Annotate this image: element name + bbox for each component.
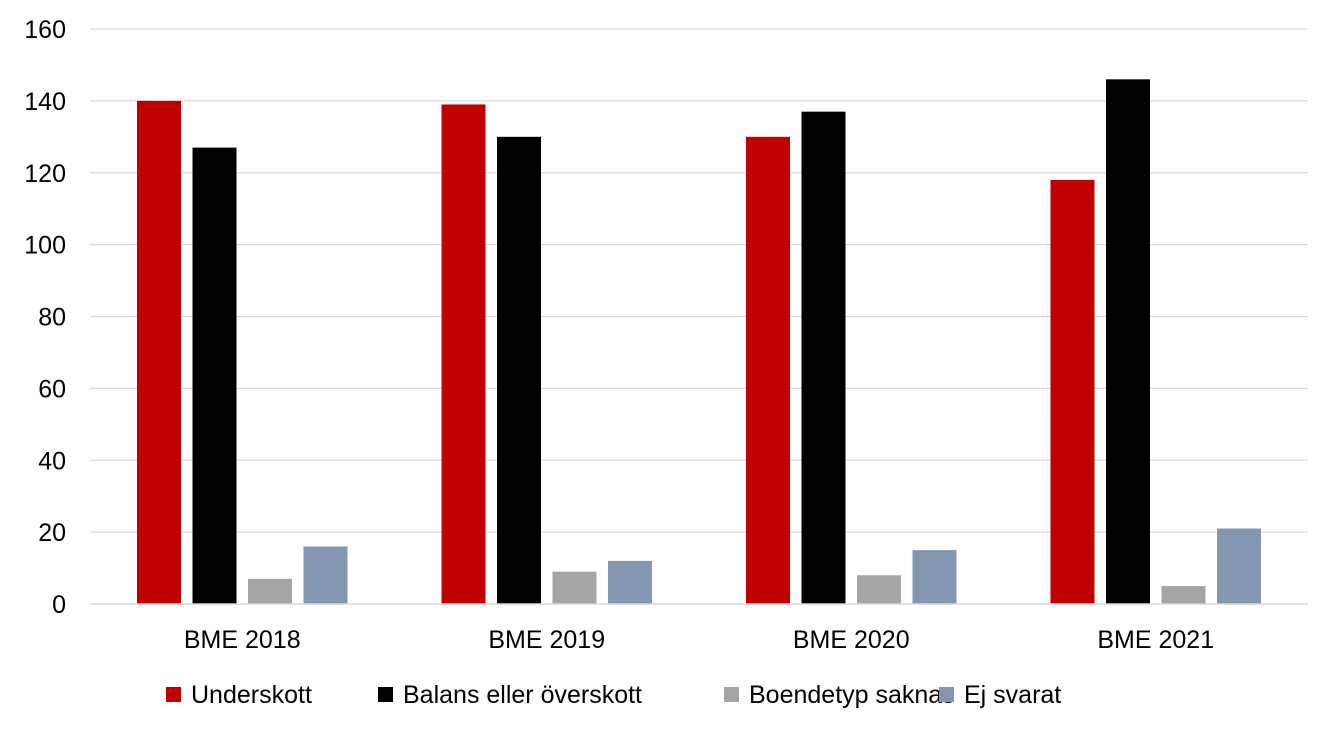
- bar-boendetyp-saknas-0: [248, 578, 292, 604]
- y-tick-label: 0: [52, 591, 66, 619]
- bar-balans-eller-överskott-1: [497, 136, 541, 604]
- bar-balans-eller-överskott-0: [192, 147, 237, 604]
- bar-ej-svarat-3: [1217, 528, 1261, 604]
- bar-ej-svarat-2: [912, 550, 957, 604]
- x-axis: BME 2018 BME 2019 BME 2020 BME 2021: [90, 603, 1308, 654]
- y-axis-ticks: 0 20 40 60 80 100 120 140 160: [24, 16, 66, 619]
- y-tick-label: 120: [24, 160, 66, 188]
- bar-balans-eller-överskott-2: [801, 111, 846, 604]
- bar-underskott-2: [746, 136, 790, 604]
- bar-ej-svarat-0: [303, 546, 348, 604]
- bar-boendetyp-saknas-3: [1161, 586, 1206, 604]
- bar-boendetyp-saknas-2: [857, 575, 901, 604]
- y-tick-label: 80: [38, 304, 66, 332]
- y-tick-label: 140: [24, 88, 66, 116]
- bar-ej-svarat-1: [608, 560, 652, 604]
- x-category-label: BME 2021: [1097, 626, 1214, 654]
- legend-label: Underskott: [191, 681, 312, 709]
- legend-label: Balans eller överskott: [403, 681, 642, 709]
- bars: [137, 79, 1261, 604]
- legend-swatch: [166, 687, 181, 702]
- bar-balans-eller-överskott-3: [1106, 79, 1150, 604]
- y-tick-label: 40: [38, 447, 66, 475]
- legend-label: Boendetyp saknas: [749, 681, 955, 709]
- bar-boendetyp-saknas-1: [552, 571, 597, 604]
- bar-underskott-3: [1050, 179, 1095, 604]
- bar-underskott-0: [137, 100, 181, 604]
- y-tick-label: 20: [38, 519, 66, 547]
- legend-swatch: [939, 687, 954, 702]
- x-category-label: BME 2019: [488, 626, 605, 654]
- x-category-label: BME 2020: [793, 626, 910, 654]
- y-tick-label: 100: [24, 232, 66, 260]
- legend-label: Ej svarat: [964, 681, 1061, 709]
- gridlines: [90, 28, 1308, 533]
- legend-swatch: [724, 687, 739, 702]
- legend-swatch: [378, 687, 393, 702]
- x-category-label: BME 2018: [184, 626, 301, 654]
- legend: Underskott Balans eller överskott Boendety…: [166, 681, 1061, 709]
- y-tick-label: 160: [24, 16, 66, 44]
- y-tick-label: 60: [38, 375, 66, 403]
- bar-underskott-1: [441, 104, 486, 604]
